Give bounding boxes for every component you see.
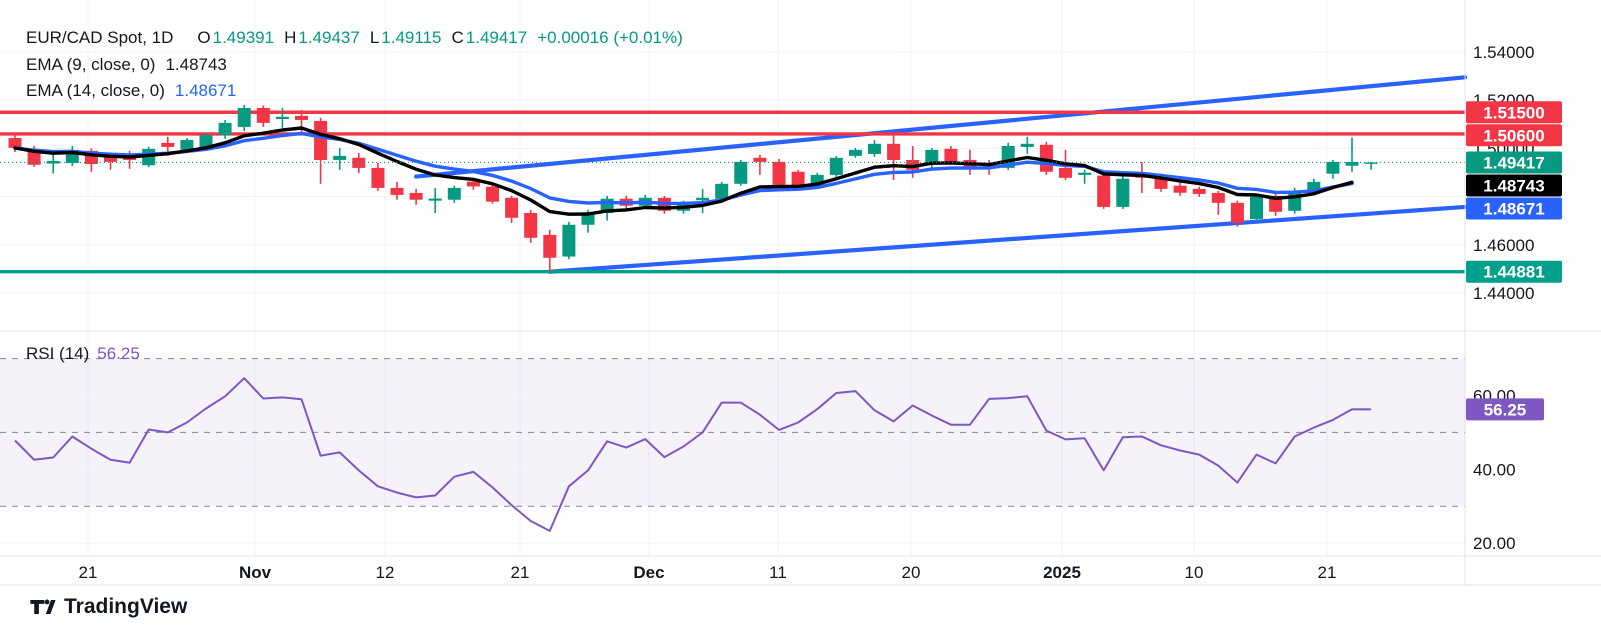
ohlc-key-C: C [451, 28, 464, 47]
svg-text:1.50600: 1.50600 [1483, 126, 1544, 145]
rsi-line [14, 377, 1372, 532]
ema9-value: 1.48743 [165, 55, 227, 74]
vertical-gridlines [87, 0, 1328, 556]
candlestick-series [8, 105, 1378, 272]
symbol-legend-row[interactable]: EUR/CAD Spot, 1D O 1.49391 H 1.49437 L 1.49115… [26, 28, 683, 48]
ohlc-key-O: O [197, 28, 211, 47]
price-badge-1.48671: 1.48671 [1466, 197, 1562, 220]
ema14-value: 1.48671 [174, 81, 237, 100]
ema9-label: EMA (9, close, 0) [26, 55, 156, 74]
symbol-title: EUR/CAD Spot, 1D [26, 28, 174, 47]
ohlc-value-L: 1.49115 [381, 28, 442, 47]
ohlc-value-C: 1.49417 [465, 28, 528, 47]
price-axis-label-1.54000: 1.54000 [1473, 43, 1534, 62]
rsi-badge-56.25: 56.25 [1466, 398, 1544, 421]
ohlc-value-H: 1.49437 [298, 28, 360, 47]
ohlc-values: O 1.49391 H 1.49437 L 1.49115 C 1.49417 [187, 28, 527, 48]
time-axis-label-21: 21 [1318, 563, 1337, 582]
price-badge-1.48743: 1.48743 [1466, 174, 1562, 197]
rsi-axis-label-40.00: 40.00 [1473, 460, 1516, 479]
svg-text:1.48743: 1.48743 [1483, 176, 1544, 195]
price-badge-1.50600: 1.50600 [1466, 124, 1562, 147]
ema9-legend-row[interactable]: EMA (9, close, 0) 1.48743 [26, 55, 227, 75]
lower-trendline [547, 204, 1468, 274]
tradingview-logo[interactable]: TradingView [28, 593, 187, 621]
rsi-legend-row[interactable]: RSI (14) 56.25 [26, 344, 140, 364]
rsi-value: 56.25 [97, 344, 140, 363]
rsi-dashed-levels [0, 358, 1465, 507]
price-badge-1.49417: 1.49417 [1466, 151, 1562, 174]
price-axis-label-1.46000: 1.46000 [1473, 236, 1534, 255]
time-axis-label-10: 10 [1185, 563, 1204, 582]
time-axis[interactable]: 21 Nov 12 21 Dec 11 20 2025 10 21 [79, 563, 1337, 582]
ema14-line [13, 131, 1354, 206]
time-axis-label-12: 12 [376, 563, 395, 582]
time-axis-label-2025: 2025 [1043, 563, 1081, 582]
ohlc-value-O: 1.49391 [212, 28, 275, 47]
price-badge-1.51500: 1.51500 [1466, 101, 1562, 124]
tradingview-wordmark: TradingView [64, 595, 188, 618]
chart-canvas[interactable]: 1.540001.520001.500001.460001.4400060.00… [0, 0, 1601, 590]
time-axis-label-Nov: Nov [239, 563, 272, 582]
svg-text:56.25: 56.25 [1484, 400, 1527, 419]
ema14-legend-row[interactable]: EMA (14, close, 0) 1.48671 [26, 81, 236, 101]
time-axis-label-21: 21 [79, 563, 98, 582]
svg-text:1.49417: 1.49417 [1483, 153, 1544, 172]
price-axis-label-1.44000: 1.44000 [1473, 284, 1534, 303]
rsi-axis-label-20.00: 20.00 [1473, 534, 1516, 553]
rsi-gridlines [0, 395, 1465, 544]
price-badge-1.44881: 1.44881 [1466, 260, 1562, 283]
rsi-label: RSI (14) [26, 344, 90, 363]
svg-text:1.44881: 1.44881 [1483, 263, 1544, 282]
upper-trendline [414, 75, 1468, 179]
time-axis-label-Dec: Dec [633, 563, 664, 582]
svg-text:1.51500: 1.51500 [1483, 103, 1544, 122]
tradingview-logo-icon [30, 599, 56, 614]
ema14-label: EMA (14, close, 0) [26, 81, 165, 100]
time-axis-label-21: 21 [511, 563, 530, 582]
ema9-line [13, 126, 1354, 216]
ohlc-key-H: H [284, 28, 297, 47]
time-axis-label-11: 11 [769, 563, 787, 582]
ohlc-key-L: L [369, 28, 380, 47]
svg-text:1.48671: 1.48671 [1483, 199, 1544, 218]
time-axis-label-20: 20 [902, 563, 921, 582]
change-value: +0.00016 (+0.01%) [537, 28, 683, 47]
